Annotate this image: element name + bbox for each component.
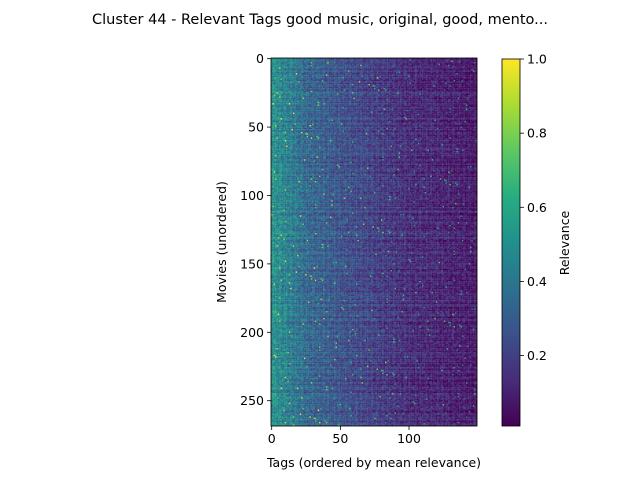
x-tick-label: 50 — [332, 431, 348, 446]
x-tick-label: 100 — [397, 431, 421, 446]
y-axis-label: Movies (unordered) — [214, 181, 229, 303]
colorbar — [502, 59, 520, 426]
y-tick-label: 100 — [240, 188, 264, 203]
colorbar-tick-label: 0.2 — [527, 348, 547, 363]
y-tick-label: 250 — [240, 393, 264, 408]
heatmap-cells — [271, 58, 477, 426]
y-tick-label: 150 — [240, 256, 264, 271]
x-axis-label: Tags (ordered by mean relevance) — [266, 455, 481, 470]
colorbar-tick-label: 0.6 — [527, 200, 547, 215]
colorbar-tick-label: 0.8 — [527, 126, 547, 141]
colorbar-axis: 0.2 0.4 0.6 0.8 1.0 — [520, 52, 547, 364]
y-tick-label: 0 — [256, 51, 264, 66]
colorbar-label: Relevance — [557, 210, 572, 275]
y-tick-label: 50 — [248, 120, 264, 135]
x-axis: 0 50 100 — [268, 426, 421, 446]
colorbar-tick-label: 0.4 — [527, 274, 547, 289]
colorbar-tick-label: 1.0 — [527, 52, 547, 67]
y-tick-label: 200 — [240, 325, 264, 340]
y-axis: 0 50 100 150 200 250 — [240, 51, 271, 408]
chart-title: Cluster 44 - Relevant Tags good music, o… — [92, 12, 548, 28]
x-tick-label: 0 — [268, 431, 276, 446]
